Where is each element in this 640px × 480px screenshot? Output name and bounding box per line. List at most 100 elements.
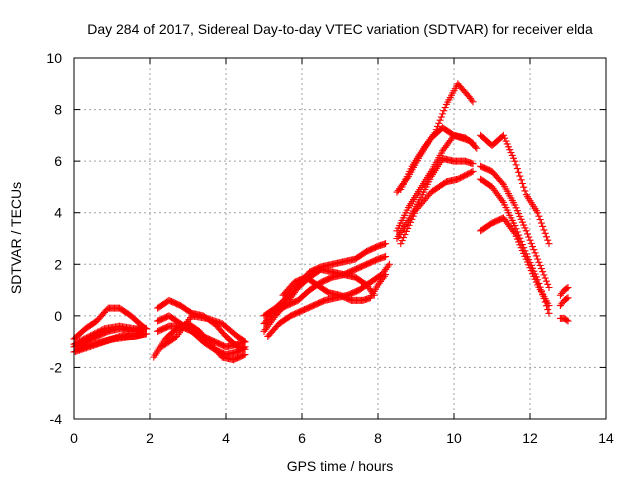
data-points — [70, 80, 572, 364]
data-point-marker — [536, 216, 544, 224]
data-point-marker — [544, 306, 552, 314]
axis-ticks: 0 2 4 6 8 10 12 14 -4 -2 0 2 4 6 8 10 — [46, 50, 614, 446]
data-point-marker — [564, 294, 572, 302]
data-point-marker — [563, 284, 571, 292]
y-tick-label: 10 — [46, 50, 62, 66]
series-track-21 — [477, 131, 553, 248]
data-point-marker — [544, 236, 552, 244]
data-point-marker — [510, 228, 518, 236]
data-point-marker — [564, 283, 572, 291]
data-point-marker — [380, 272, 388, 280]
data-point-marker — [498, 179, 506, 187]
data-point-marker — [530, 246, 538, 254]
data-point-marker — [537, 219, 545, 227]
data-point-marker — [525, 233, 533, 241]
data-point-marker — [240, 344, 248, 352]
series-track-22 — [477, 162, 553, 291]
data-point-marker — [539, 268, 547, 276]
data-point-marker — [469, 98, 477, 106]
y-tick-label: 8 — [54, 102, 62, 118]
data-point-marker — [240, 351, 248, 359]
x-tick-label: 0 — [70, 430, 78, 446]
data-point-marker — [469, 167, 477, 175]
x-tick-label: 8 — [374, 430, 382, 446]
data-point-marker — [512, 161, 520, 169]
data-point-marker — [542, 277, 550, 285]
data-point-marker — [382, 253, 390, 261]
series-track-23 — [477, 175, 553, 317]
series-track-25 — [556, 283, 572, 299]
x-tick-label: 6 — [298, 430, 306, 446]
data-point-marker — [409, 212, 417, 220]
y-tick-label: -4 — [50, 411, 63, 427]
data-point-marker — [408, 215, 416, 223]
data-point-marker — [527, 239, 535, 247]
data-point-marker — [382, 240, 390, 248]
data-point-marker — [523, 230, 531, 238]
data-point-marker — [384, 262, 392, 270]
data-point-marker — [563, 316, 571, 324]
data-point-marker — [402, 227, 410, 235]
data-point-marker — [382, 271, 390, 279]
data-point-marker — [436, 116, 444, 124]
data-point-marker — [521, 187, 529, 195]
data-point-marker — [522, 227, 530, 235]
y-axis-label: SDTVAR / TECUs — [8, 182, 24, 294]
data-point-marker — [397, 240, 405, 248]
data-point-marker — [537, 265, 545, 273]
data-point-marker — [385, 260, 393, 268]
y-tick-label: 2 — [54, 256, 62, 272]
data-point-marker — [400, 234, 408, 242]
data-point-marker — [473, 144, 481, 152]
data-point-marker — [518, 179, 526, 187]
data-point-marker — [411, 209, 419, 217]
data-point-marker — [468, 96, 476, 104]
data-point-marker — [142, 330, 150, 338]
data-point-marker — [511, 157, 519, 165]
data-point-marker — [542, 233, 550, 241]
y-tick-label: 0 — [54, 308, 62, 324]
data-point-marker — [511, 222, 519, 230]
x-tick-label: 4 — [222, 430, 230, 446]
x-tick-label: 12 — [522, 430, 538, 446]
y-tick-label: -2 — [50, 359, 63, 375]
series-track-26 — [556, 294, 572, 310]
data-point-marker — [535, 212, 543, 220]
data-point-marker — [534, 209, 542, 217]
data-point-marker — [532, 252, 540, 260]
data-point-marker — [526, 236, 534, 244]
data-point-marker — [544, 280, 552, 288]
data-point-marker — [240, 337, 248, 345]
data-point-marker — [541, 229, 549, 237]
data-point-marker — [498, 197, 506, 205]
data-point-marker — [472, 143, 480, 151]
data-point-marker — [529, 243, 537, 251]
y-tick-label: 4 — [54, 205, 62, 221]
y-tick-label: 6 — [54, 153, 62, 169]
data-point-marker — [439, 110, 447, 118]
data-point-marker — [440, 107, 448, 115]
series-track-15 — [279, 271, 390, 304]
data-point-marker — [545, 302, 553, 310]
data-point-marker — [545, 309, 553, 317]
data-point-marker — [563, 295, 571, 303]
data-point-marker — [540, 271, 548, 279]
data-point-marker — [541, 274, 549, 282]
data-point-marker — [468, 168, 476, 176]
series-track-10 — [157, 312, 249, 351]
series-track-20 — [393, 124, 481, 196]
data-point-marker — [520, 183, 528, 191]
data-point-marker — [398, 237, 406, 245]
data-point-marker — [531, 249, 539, 257]
data-point-marker — [404, 224, 412, 232]
series-track-24 — [477, 214, 553, 310]
chart-title: Day 284 of 2017, Sidereal Day-to-day VTE… — [87, 21, 593, 37]
series-track-4 — [70, 322, 150, 348]
series-track-19 — [397, 167, 477, 248]
data-point-marker — [241, 338, 249, 346]
grid — [74, 58, 606, 419]
data-point-marker — [517, 176, 525, 184]
data-point-marker — [540, 226, 548, 234]
data-point-marker — [406, 218, 414, 226]
